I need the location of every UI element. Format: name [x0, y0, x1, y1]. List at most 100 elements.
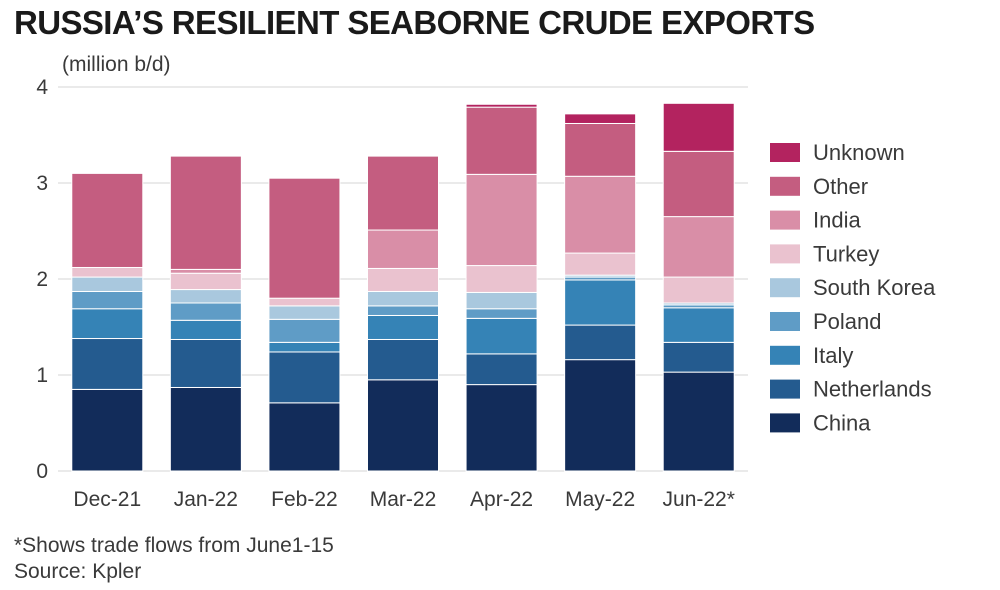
bar-segment: [564, 113, 637, 124]
legend-label: Unknown: [813, 140, 905, 165]
bar-segment: [662, 150, 735, 218]
bar-segment: [169, 268, 242, 274]
legend-swatch: [770, 143, 800, 162]
bar-segment: [268, 351, 341, 404]
chart-title: RUSSIA’S RESILIENT SEABORNE CRUDE EXPORT…: [14, 4, 815, 41]
bar-segment: [169, 155, 242, 270]
legend-item: China: [770, 410, 871, 435]
bar-segment: [367, 379, 439, 472]
bar-segment: [268, 177, 341, 299]
legend-label: Other: [813, 174, 868, 199]
bar-segment: [662, 102, 735, 152]
x-tick-label: Jun-22*: [663, 488, 735, 511]
bar-segment: [465, 106, 538, 175]
legend-swatch: [770, 176, 800, 196]
legend: Unknown Other India Turkey South Korea Poland…: [770, 140, 936, 435]
legend-swatch: [770, 413, 800, 433]
legend-label: China: [813, 410, 871, 435]
y-tick-label: 2: [36, 268, 48, 291]
bar-segment: [71, 276, 144, 292]
bar-stack: [71, 172, 144, 472]
bar-segment: [169, 386, 242, 472]
bar-segment: [465, 353, 538, 386]
bars: [71, 102, 735, 472]
y-axis-ticks: 0 1 2 3 4: [36, 76, 48, 483]
legend-label: Netherlands: [813, 377, 932, 402]
bar-segment: [169, 319, 242, 340]
bar-segment: [367, 290, 439, 307]
x-tick-label: Mar-22: [370, 488, 437, 511]
bar-stack: [268, 177, 341, 472]
legend-label: South Korea: [813, 275, 936, 300]
bar-segment: [367, 338, 439, 381]
legend-item: Poland: [770, 309, 882, 334]
legend-item: India: [770, 208, 861, 233]
bar-segment: [367, 267, 439, 292]
bar-segment: [465, 317, 538, 355]
bar-segment: [268, 297, 341, 307]
bar-segment: [268, 341, 341, 353]
bar-segment: [169, 272, 242, 291]
bar-segment: [268, 402, 341, 472]
y-tick-label: 3: [36, 172, 48, 195]
unit-label: (million b/d): [62, 53, 171, 76]
bar-segment: [564, 175, 637, 254]
bar-stack: [367, 155, 439, 472]
bar-stack: [662, 102, 735, 472]
bar-segment: [71, 290, 144, 310]
bar-segment: [465, 291, 538, 310]
bar-segment: [169, 289, 242, 304]
bar-segment: [662, 371, 735, 472]
bar-stack: [169, 155, 242, 472]
bar-segment: [564, 359, 637, 472]
legend-item: Other: [770, 174, 868, 199]
bar-segment: [465, 308, 538, 319]
legend-swatch: [770, 244, 800, 264]
source-note: Source: Kpler: [14, 560, 142, 583]
bar-segment: [169, 338, 242, 388]
legend-label: Poland: [813, 309, 882, 334]
legend-label: India: [813, 208, 861, 233]
bar-segment: [367, 229, 439, 269]
bar-segment: [71, 266, 144, 278]
legend-label: Turkey: [813, 241, 879, 266]
bar-segment: [465, 173, 538, 267]
x-tick-label: Apr-22: [470, 488, 533, 511]
bar-segment: [465, 384, 538, 472]
bar-segment: [564, 279, 637, 326]
x-axis-labels: Dec-21 Jan-22 Feb-22 Mar-22 Apr-22 May-22 Jun-…: [73, 488, 734, 511]
bar-segment: [564, 252, 637, 276]
bar-stack: [564, 113, 637, 472]
bar-segment: [465, 103, 538, 108]
bar-segment: [268, 318, 341, 343]
y-tick-label: 4: [36, 76, 48, 99]
bar-segment: [367, 314, 439, 340]
bar-segment: [662, 216, 735, 278]
x-tick-label: May-22: [565, 488, 635, 511]
legend-swatch: [770, 278, 800, 298]
bar-segment: [367, 305, 439, 316]
bar-segment: [465, 265, 538, 293]
legend-item: South Korea: [770, 275, 936, 300]
x-tick-label: Feb-22: [271, 488, 338, 511]
bar-segment: [367, 155, 439, 231]
x-tick-label: Jan-22: [174, 488, 238, 511]
bar-segment: [564, 122, 637, 177]
bar-segment: [564, 324, 637, 361]
legend-item: Netherlands: [770, 377, 932, 402]
x-tick-label: Dec-21: [73, 488, 141, 511]
bar-segment: [268, 305, 341, 320]
bar-segment: [71, 338, 144, 390]
bar-segment: [71, 308, 144, 340]
bar-segment: [662, 307, 735, 343]
legend-swatch: [770, 210, 800, 230]
bar-segment: [662, 276, 735, 304]
legend-label: Italy: [813, 343, 853, 368]
legend-item: Unknown: [770, 140, 905, 165]
legend-swatch: [770, 345, 800, 365]
bar-segment: [71, 388, 144, 472]
bar-segment: [71, 172, 144, 268]
bar-segment: [662, 341, 735, 373]
bar-segment: [169, 302, 242, 321]
